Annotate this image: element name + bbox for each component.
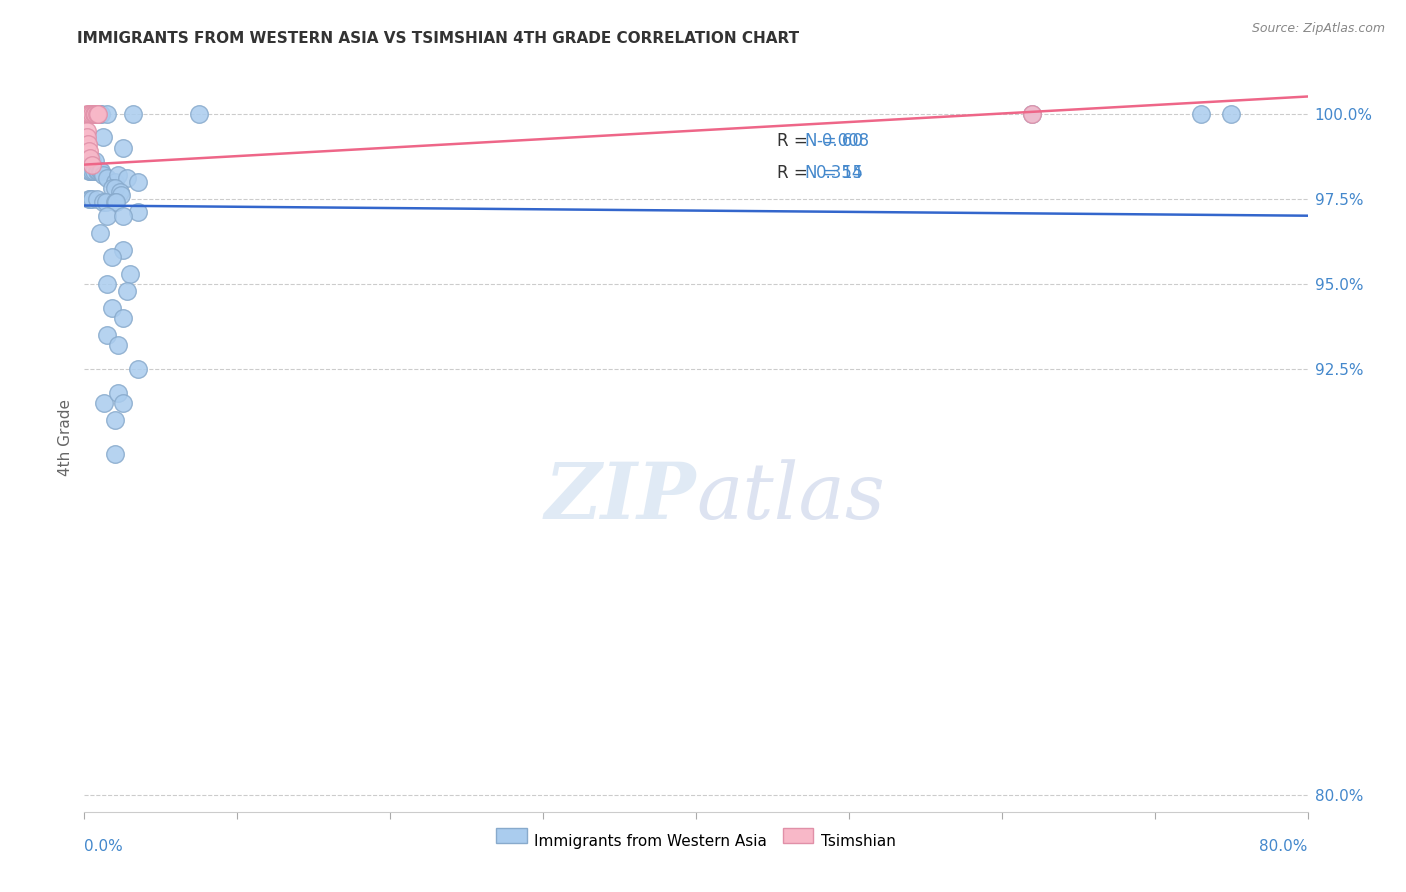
Y-axis label: 4th Grade: 4th Grade <box>58 399 73 475</box>
Point <box>91 130 114 145</box>
Point <box>79 164 101 178</box>
Point <box>104 413 127 427</box>
Point <box>76 106 98 120</box>
Text: N = 60: N = 60 <box>804 132 863 150</box>
Point <box>80 164 103 178</box>
Point <box>86 164 108 178</box>
Point <box>107 338 129 352</box>
Text: R =: R = <box>776 164 818 182</box>
Point <box>76 130 98 145</box>
Point <box>104 195 127 210</box>
Point <box>80 154 103 169</box>
Point <box>127 175 149 189</box>
Point <box>89 106 111 120</box>
Point <box>79 151 101 165</box>
Point <box>101 250 124 264</box>
Point <box>127 362 149 376</box>
Point <box>77 137 100 152</box>
Text: ZIP: ZIP <box>544 458 696 535</box>
Point <box>79 192 101 206</box>
Point <box>101 301 124 315</box>
Point <box>1220 106 1243 120</box>
Text: -0.008: -0.008 <box>815 132 869 150</box>
Point <box>104 175 127 189</box>
Point <box>94 195 117 210</box>
Point <box>1021 106 1043 120</box>
Point <box>80 192 103 206</box>
Point <box>1189 106 1212 120</box>
Point <box>93 396 115 410</box>
Text: 80.0%: 80.0% <box>1260 839 1308 854</box>
Point <box>83 106 105 120</box>
Point <box>80 106 103 120</box>
Point <box>91 195 114 210</box>
Point <box>96 277 118 291</box>
Point <box>96 106 118 120</box>
Point <box>87 164 110 178</box>
Point <box>79 106 101 120</box>
Point <box>89 164 111 178</box>
Point <box>91 168 114 182</box>
Text: 0.354: 0.354 <box>815 164 863 182</box>
Point <box>108 185 131 199</box>
Point <box>86 106 108 120</box>
Point <box>111 310 134 325</box>
Point <box>115 284 138 298</box>
Point <box>90 106 112 120</box>
Point <box>1021 106 1043 120</box>
Point <box>77 192 100 206</box>
Point <box>107 168 129 182</box>
Point <box>105 195 128 210</box>
Point <box>83 164 105 178</box>
Point <box>111 243 134 257</box>
Point <box>77 106 100 120</box>
Text: Source: ZipAtlas.com: Source: ZipAtlas.com <box>1251 22 1385 36</box>
Point <box>111 396 134 410</box>
Legend: Immigrants from Western Asia, Tsimshian: Immigrants from Western Asia, Tsimshian <box>489 825 903 856</box>
Point <box>115 171 138 186</box>
Point <box>86 192 108 206</box>
Point <box>110 188 132 202</box>
Point <box>104 447 127 461</box>
Point <box>84 154 107 169</box>
Point <box>90 164 112 178</box>
Point <box>188 106 211 120</box>
Point <box>80 158 103 172</box>
Point <box>84 106 107 120</box>
Point <box>96 327 118 342</box>
Point <box>77 144 100 158</box>
Text: R =: R = <box>776 132 813 150</box>
Point <box>84 106 107 120</box>
Point <box>96 209 118 223</box>
Point <box>111 140 134 154</box>
Point <box>76 123 98 137</box>
Point <box>127 205 149 219</box>
Point <box>77 164 100 178</box>
Text: IMMIGRANTS FROM WESTERN ASIA VS TSIMSHIAN 4TH GRADE CORRELATION CHART: IMMIGRANTS FROM WESTERN ASIA VS TSIMSHIA… <box>77 31 800 46</box>
Point <box>89 226 111 240</box>
Point <box>87 106 110 120</box>
Point <box>87 106 110 120</box>
Point <box>83 106 105 120</box>
Point <box>107 385 129 400</box>
Point <box>111 209 134 223</box>
Point <box>101 181 124 195</box>
Point <box>86 106 108 120</box>
Text: N = 15: N = 15 <box>804 164 863 182</box>
Point <box>96 171 118 186</box>
Text: atlas: atlas <box>696 458 884 535</box>
Text: 0.0%: 0.0% <box>84 839 124 854</box>
Point <box>122 106 145 120</box>
Point <box>120 267 142 281</box>
Point <box>80 106 103 120</box>
Point <box>104 181 127 195</box>
